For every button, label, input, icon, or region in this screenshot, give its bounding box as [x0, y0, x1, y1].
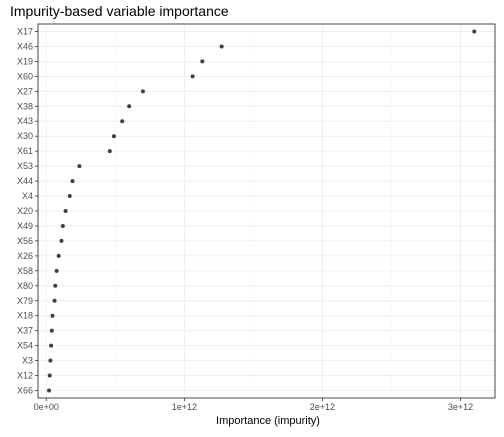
y-tick-label: X26	[17, 251, 33, 261]
y-tick-label: X54	[17, 341, 33, 351]
data-points	[47, 29, 477, 393]
data-point-x30	[111, 134, 116, 139]
data-point-x58	[54, 268, 59, 273]
y-tick-label: X43	[17, 116, 33, 126]
data-point-x46	[219, 44, 224, 49]
y-tick-label: X80	[17, 281, 33, 291]
data-point-x12	[47, 373, 52, 378]
x-tick-label: 2e+12	[310, 402, 335, 412]
data-point-x26	[56, 253, 61, 258]
data-point-x79	[52, 298, 57, 303]
data-point-x66	[47, 388, 52, 393]
data-point-x44	[70, 179, 75, 184]
y-tick-label: X18	[17, 311, 33, 321]
y-tick-label: X19	[17, 56, 33, 66]
x-tick-label: 1e+12	[172, 402, 197, 412]
data-point-x60	[190, 74, 195, 79]
data-point-x27	[140, 89, 145, 94]
data-point-x19	[200, 59, 205, 64]
data-point-x61	[107, 149, 112, 154]
y-axis: X17 X46 X19 X60 X27 X38 X43 X30 X61 X53 X44 X4 X20 X4…	[17, 26, 38, 396]
data-point-x43	[120, 119, 125, 124]
data-point-x38	[127, 104, 132, 109]
y-tick-label: X58	[17, 266, 33, 276]
y-tick-label: X49	[17, 221, 33, 231]
data-point-x80	[53, 283, 58, 288]
data-point-x3	[48, 358, 53, 363]
y-tick-label: X27	[17, 86, 33, 96]
y-tick-label: X37	[17, 326, 33, 336]
chart-title: Impurity-based variable importance	[10, 3, 229, 19]
y-tick-label: X61	[17, 146, 33, 156]
data-point-x17	[472, 29, 477, 34]
x-axis: 0e+00 1e+12 2e+12 3e+12	[34, 398, 473, 412]
data-point-x37	[49, 328, 54, 333]
y-tick-label: X53	[17, 161, 33, 171]
x-axis-label: Importance (impurity)	[216, 415, 320, 427]
y-tick-label: X38	[17, 101, 33, 111]
y-tick-label: X60	[17, 71, 33, 81]
data-point-x18	[50, 313, 55, 318]
y-tick-label: X4	[22, 191, 33, 201]
data-point-x49	[60, 223, 65, 228]
data-point-x20	[63, 209, 68, 213]
grid-lines	[38, 24, 495, 398]
y-tick-label: X56	[17, 236, 33, 246]
x-tick-label: 0e+00	[34, 402, 59, 412]
data-point-x54	[49, 343, 54, 348]
y-tick-label: X44	[17, 176, 33, 186]
y-tick-label: X79	[17, 296, 33, 306]
y-tick-label: X3	[22, 356, 33, 366]
data-point-x56	[59, 238, 64, 243]
y-tick-label: X20	[17, 206, 33, 216]
y-tick-label: X46	[17, 41, 33, 51]
data-point-x53	[77, 164, 82, 169]
data-point-x4	[67, 194, 72, 199]
y-tick-label: X17	[17, 26, 33, 36]
y-tick-label: X30	[17, 131, 33, 141]
y-tick-label: X12	[17, 371, 33, 381]
x-tick-label: 3e+12	[448, 402, 473, 412]
y-tick-label: X66	[17, 386, 33, 396]
